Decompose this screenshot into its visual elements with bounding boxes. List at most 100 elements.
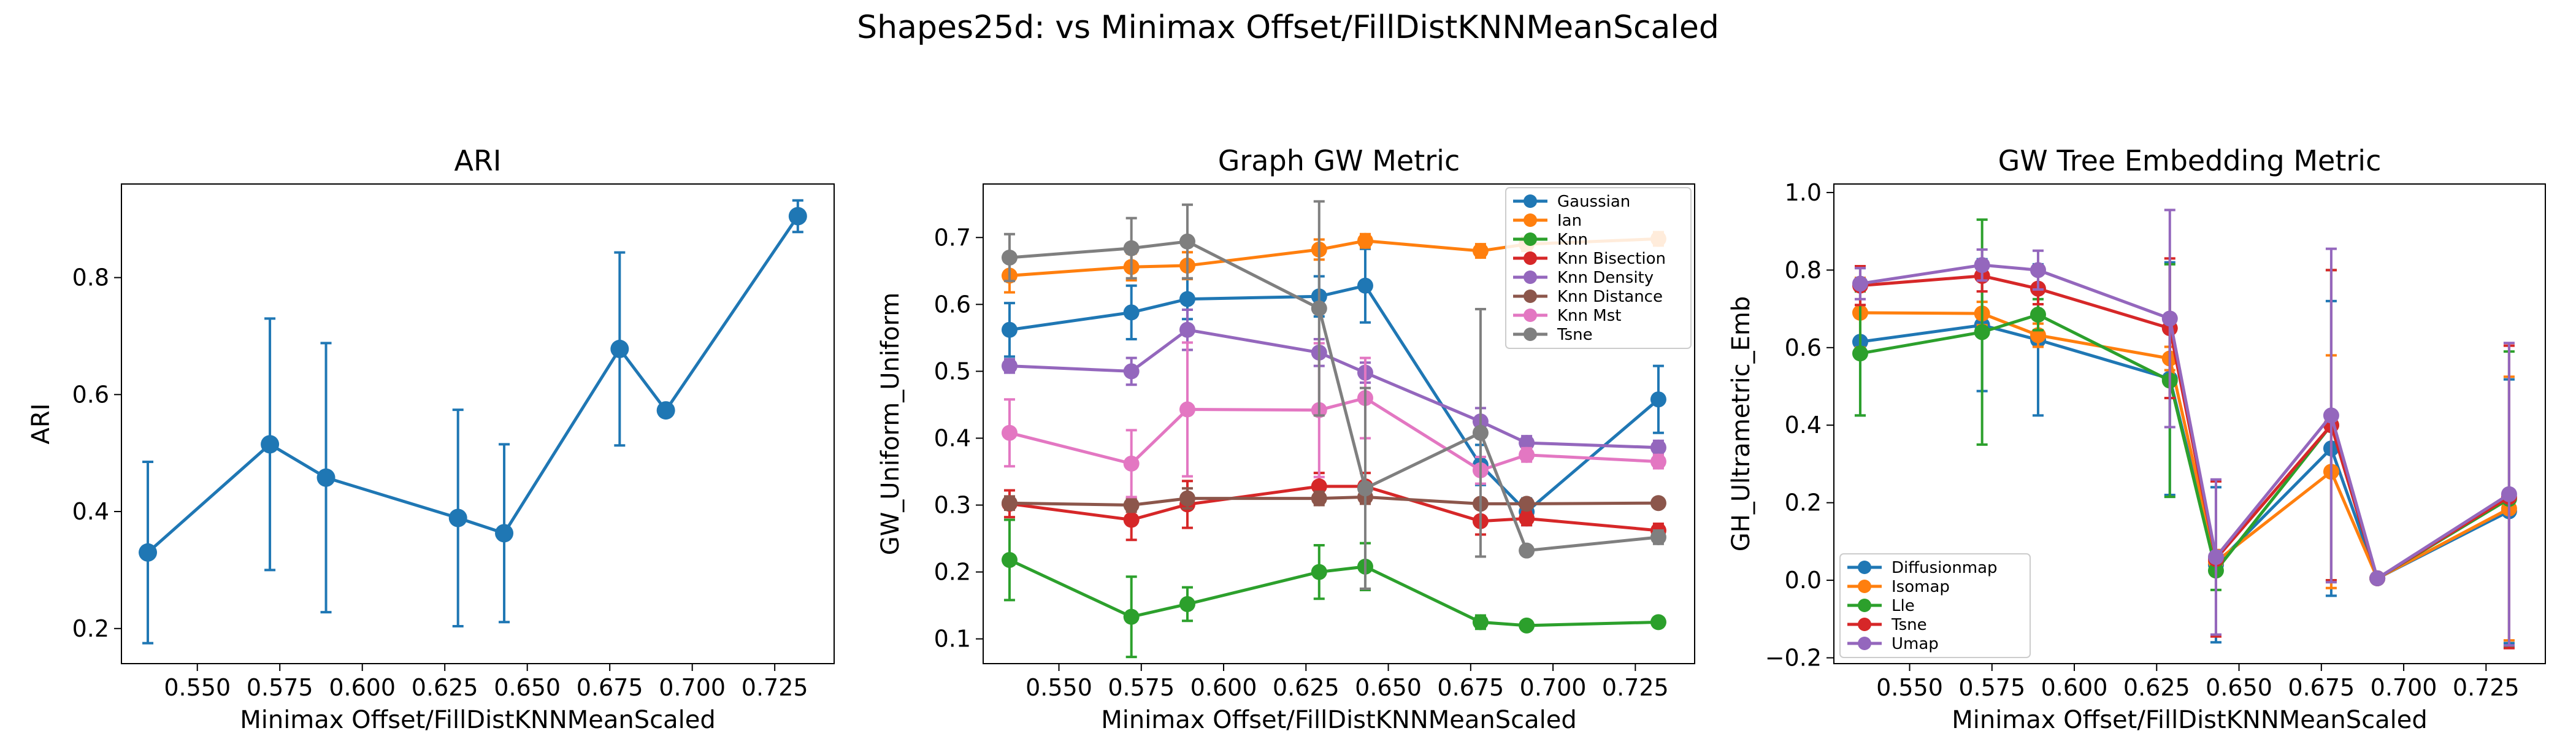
legend-item: Gaussian: [1513, 193, 1630, 211]
x-tick-label: 0.725: [742, 674, 808, 701]
data-point: [1650, 439, 1666, 456]
legend-label: Isomap: [1892, 578, 1950, 596]
data-point: [1123, 240, 1140, 256]
legend-item: Knn: [1513, 231, 1588, 249]
data-point: [1650, 391, 1666, 408]
y-tick-label: −0.2: [1765, 645, 1822, 672]
chart-panel-2: Graph GW Metric 0.550 0.575 0.600 0.625 0.650…: [876, 144, 1695, 734]
data-point: [1974, 324, 1990, 340]
series-main: [139, 199, 807, 645]
legend-label: Knn Distance: [1557, 288, 1663, 306]
axes-frame: [1833, 183, 2546, 664]
legend-label: Tsne: [1557, 326, 1593, 344]
data-point: [2030, 307, 2046, 323]
legend-swatch-marker: [1858, 580, 1871, 593]
y-tick-label: 1.0: [1785, 179, 1822, 206]
data-point: [2323, 407, 2339, 424]
legend-item: Knn Density: [1513, 269, 1654, 287]
data-point: [1001, 495, 1018, 512]
data-point: [1472, 424, 1489, 441]
data-point: [1311, 300, 1327, 316]
data-point: [1472, 614, 1489, 631]
x-tick-label: 0.575: [1108, 674, 1175, 701]
legend-item: Tsne: [1513, 326, 1593, 344]
data-point: [1519, 510, 1535, 527]
legend-swatch-marker: [1524, 213, 1537, 227]
x-tick-label: 0.625: [412, 674, 478, 701]
data-point: [1311, 478, 1327, 494]
legend-label: Lle: [1892, 597, 1915, 615]
legend-item: Tsne: [1847, 616, 1927, 634]
data-point: [1650, 453, 1666, 470]
y-tick-label: 0.4: [1785, 412, 1822, 439]
series-tsne: [1001, 200, 1666, 590]
legend-box: [1839, 553, 2031, 658]
y-tick-label: 0.6: [934, 291, 971, 318]
y-tick-label: 0.0: [1785, 567, 1822, 594]
data-point: [2501, 486, 2517, 502]
x-tick-label: 0.600: [329, 674, 396, 701]
legend-swatch-marker: [1524, 232, 1537, 246]
y-tick-label: 0.8: [1785, 256, 1822, 283]
series-line: [1009, 328, 1659, 450]
y-tick-label: 0.6: [1785, 334, 1822, 361]
legend-label: Umap: [1892, 635, 1939, 653]
data-point: [1123, 512, 1140, 528]
legend-swatch-marker: [1524, 270, 1537, 284]
y-tick-label: 0.7: [934, 224, 971, 251]
x-tick-label: 0.725: [2453, 674, 2520, 701]
data-point: [1519, 435, 1535, 451]
data-point: [261, 435, 280, 454]
y-axis-label: GH_Ultrametric_Emb: [1727, 296, 1755, 552]
legend-label: Knn Density: [1557, 269, 1654, 287]
data-point: [495, 524, 514, 543]
legend-label: Tsne: [1891, 616, 1927, 634]
x-tick-label: 0.575: [247, 674, 313, 701]
data-point: [2161, 310, 2178, 327]
data-point: [2207, 549, 2224, 565]
x-tick-label: 0.550: [164, 674, 231, 701]
data-point: [1650, 495, 1666, 512]
legend-label: Diffusionmap: [1892, 559, 1998, 577]
legend-label: Gaussian: [1557, 193, 1630, 211]
legend-swatch-marker: [1524, 194, 1537, 208]
data-point: [2030, 262, 2046, 278]
data-point: [1311, 490, 1327, 507]
data-point: [1123, 497, 1140, 513]
data-point: [1179, 321, 1195, 338]
legend-item: Umap: [1847, 635, 1939, 653]
x-tick-label: 0.675: [1437, 674, 1504, 701]
legend-item: Isomap: [1847, 578, 1950, 596]
x-tick-label: 0.600: [1190, 674, 1257, 701]
figure-title: Shapes25d: vs Minimax Offset/FillDistKNN…: [857, 9, 1719, 46]
y-tick-label: 0.5: [934, 358, 971, 385]
data-point: [1519, 447, 1535, 463]
legend-swatch-marker: [1858, 599, 1871, 612]
data-point: [1179, 596, 1195, 612]
chart-panel-1: ARI 0.550 0.575 0.600 0.625 0.650 0.675 0.700 0.…: [27, 144, 835, 734]
legend-swatch-marker: [1858, 618, 1871, 631]
data-point: [2369, 570, 2386, 586]
x-tick-label: 0.600: [2041, 674, 2108, 701]
legend-swatch-marker: [1524, 328, 1537, 341]
y-tick-label: 0.2: [1785, 489, 1822, 516]
data-point: [1650, 614, 1666, 631]
legend-label: Knn Mst: [1557, 307, 1621, 325]
legend-label: Ian: [1557, 212, 1582, 230]
x-axis-label: Minimax Offset/FillDistKNNMeanScaled: [240, 706, 716, 734]
data-point: [1311, 564, 1327, 580]
legend-item: Diffusionmap: [1847, 559, 1998, 577]
data-point: [1519, 617, 1535, 634]
data-point: [448, 508, 467, 527]
data-point: [1001, 424, 1018, 441]
x-tick-label: 0.700: [1520, 674, 1587, 701]
legend-swatch-marker: [1524, 309, 1537, 322]
data-point: [1001, 551, 1018, 568]
data-point: [1472, 243, 1489, 259]
legend-box: [1505, 187, 1692, 349]
x-tick-label: 0.650: [2206, 674, 2272, 701]
y-tick-label: 0.2: [934, 559, 971, 586]
